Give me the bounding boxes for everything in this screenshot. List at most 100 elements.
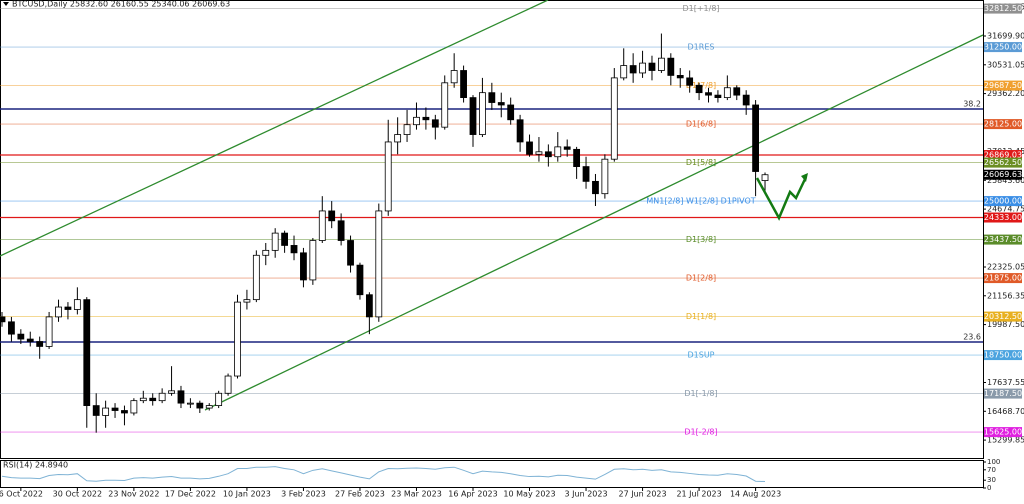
- price-box-label: 29687.50: [984, 81, 1022, 90]
- menu-triangle: [3, 2, 9, 6]
- candle-body: [761, 174, 769, 181]
- price-box-label: 23437.50: [984, 235, 1022, 244]
- price-box: [984, 427, 1022, 438]
- level-label: D1[1/8]: [686, 312, 716, 321]
- candle-body: [224, 375, 232, 394]
- candle-body: [592, 180, 599, 195]
- candle-body: [243, 299, 251, 303]
- candle-body: [573, 148, 581, 167]
- candle-body: [629, 65, 637, 74]
- candle-body: [36, 341, 44, 347]
- candle-body: [168, 390, 175, 394]
- candle-body: [639, 62, 646, 74]
- level-label: D1[2/8]: [686, 274, 716, 283]
- price-box-label: 32812.50: [984, 4, 1022, 13]
- price-box-label: 31250.00: [984, 43, 1022, 52]
- candle-body: [695, 84, 703, 94]
- x-tick-label: 14 Aug 2023: [730, 490, 781, 499]
- candle-body: [601, 158, 609, 195]
- candle-body: [196, 402, 204, 409]
- level-label: D1[6/8]: [686, 120, 716, 129]
- x-tick-label: 3 Jun 2023: [565, 490, 608, 499]
- x-tick-label: 16 Apr 2023: [448, 490, 497, 499]
- candle-body: [752, 104, 759, 172]
- candle-body: [0, 316, 6, 323]
- candle-body: [186, 402, 194, 405]
- candle-body: [497, 102, 505, 106]
- candle-body: [723, 87, 731, 98]
- candle-body: [516, 119, 524, 143]
- price-box: [984, 212, 1022, 223]
- candle-body: [102, 407, 110, 416]
- candle-body: [205, 405, 213, 409]
- rsi-line: [1, 466, 766, 483]
- price-box-label: 20312.50: [984, 312, 1022, 321]
- price-box: [984, 157, 1022, 168]
- candle-body: [507, 104, 515, 121]
- candle-body: [177, 390, 185, 404]
- candle-body: [149, 397, 157, 402]
- candle-body: [686, 77, 694, 86]
- x-tick-label: 10 May 2023: [503, 490, 555, 499]
- candle-body: [620, 65, 628, 79]
- candle-body: [347, 240, 354, 266]
- candle-body: [582, 166, 590, 182]
- candle-body: [469, 97, 477, 135]
- candle-body: [413, 116, 420, 126]
- price-box-label: 25000.00: [984, 197, 1022, 206]
- candle-body: [658, 57, 665, 71]
- y-tick-label: 24674.75: [987, 205, 1024, 214]
- candle-body: [742, 94, 750, 106]
- price-box-label: 18750.00: [984, 351, 1022, 360]
- price-box: [984, 350, 1022, 361]
- candle-body: [309, 240, 317, 281]
- candle-body: [300, 252, 307, 281]
- price-box-label: 28125.00: [984, 120, 1022, 129]
- y-tick-label: 15299.85: [987, 436, 1024, 445]
- rsi-title: RSI(14) 24.8940: [3, 461, 68, 470]
- candle-body: [714, 94, 722, 98]
- x-tick-label: 23 Nov 2022: [108, 490, 159, 499]
- candle-body: [17, 333, 25, 340]
- candle-body: [403, 124, 411, 135]
- x-tick-label: 30 Oct 2022: [53, 490, 102, 499]
- candle-body: [215, 392, 223, 406]
- candle-body: [705, 92, 712, 96]
- candle-body: [111, 407, 119, 411]
- candle-body: [281, 232, 289, 246]
- candle-body: [92, 405, 100, 416]
- level-label: D1[+1/8]: [682, 4, 719, 13]
- price-box: [984, 388, 1022, 399]
- y-tick-label: 17637.55: [987, 378, 1024, 387]
- candle-body: [535, 151, 543, 155]
- candle-body: [356, 264, 364, 296]
- candle-body: [8, 321, 15, 335]
- candle-body: [83, 299, 91, 406]
- y-tick-label: 30531.05: [987, 60, 1024, 69]
- fib-label: 23.6: [963, 332, 981, 341]
- candle-body: [422, 116, 430, 121]
- candle-body: [252, 254, 260, 301]
- candle-body: [55, 306, 62, 318]
- candle-body: [441, 82, 449, 128]
- y-tick-label: 22325.05: [987, 262, 1024, 271]
- price-box-label: 26869.03: [984, 151, 1022, 160]
- y-tick-label: 19987.50: [987, 320, 1024, 329]
- level-label: D1[3/8]: [686, 235, 716, 244]
- x-tick-label: 27 Jun 2023: [618, 490, 666, 499]
- candle-body: [460, 70, 467, 98]
- candle-body: [667, 57, 675, 76]
- last-price-label: 26069.63: [984, 170, 1022, 179]
- arrow-head: [801, 173, 808, 182]
- candle-body: [318, 210, 326, 241]
- candle-body: [158, 392, 166, 402]
- rsi-frame: [0, 460, 984, 488]
- candle-body: [394, 134, 402, 143]
- candle-body: [365, 294, 373, 318]
- y-tick-label: 16468.70: [987, 407, 1024, 416]
- candle-body: [733, 87, 741, 96]
- price-box: [984, 234, 1022, 245]
- fib-label: 38.2: [963, 99, 981, 108]
- price-box-label: 24333.00: [984, 213, 1022, 222]
